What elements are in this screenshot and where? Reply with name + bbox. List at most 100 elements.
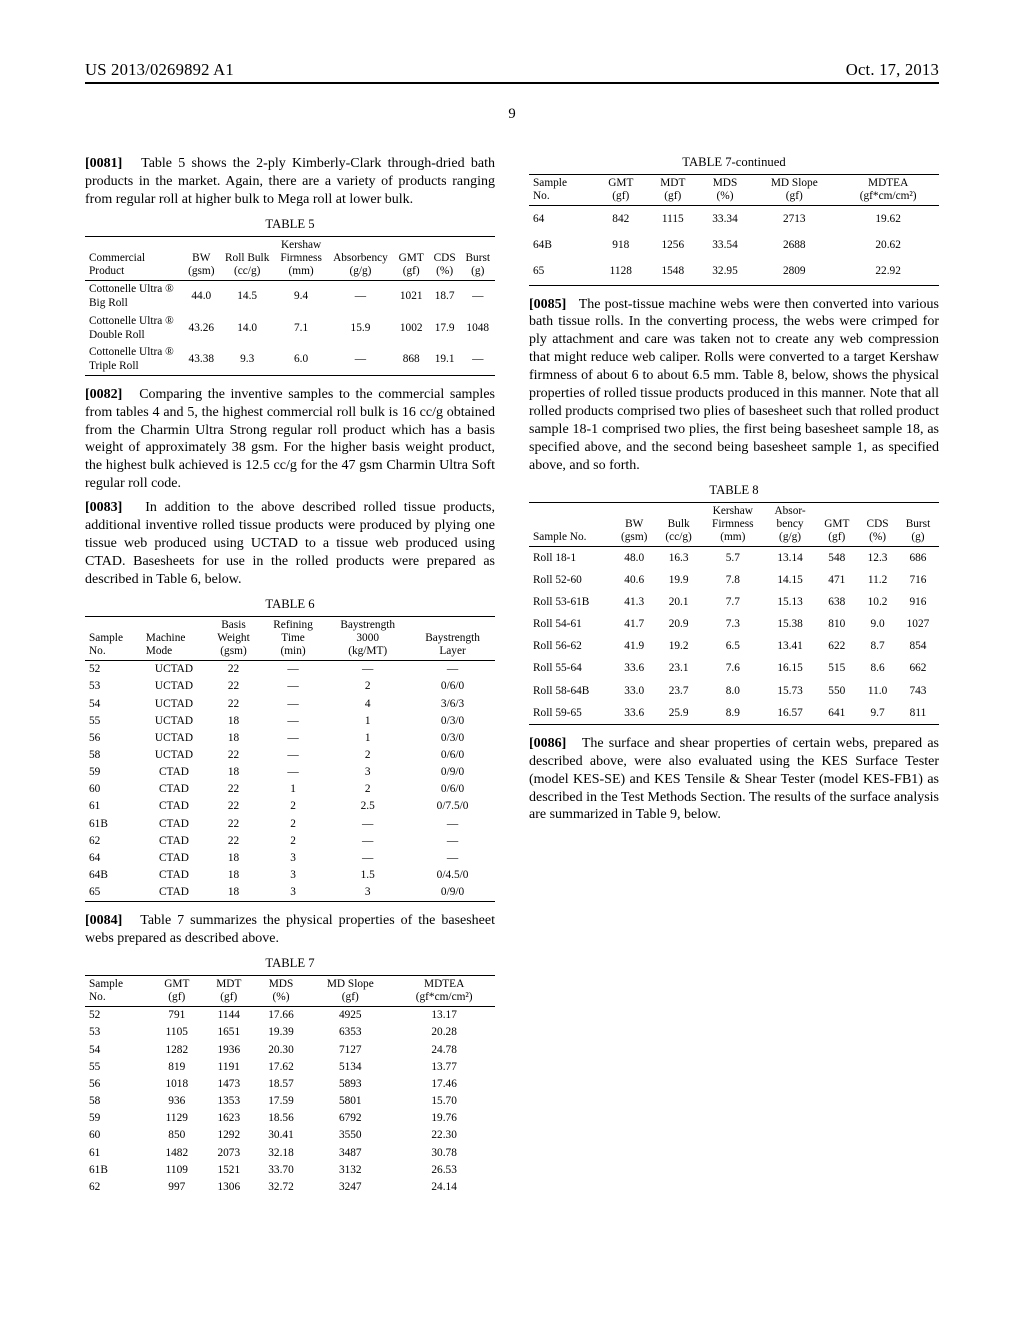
table-cell: 2 (325, 781, 410, 798)
table-row: Roll 55-6433.623.17.616.155158.6662 (529, 657, 939, 679)
table-cell: 53 (85, 1024, 151, 1041)
table-cell: 24.78 (393, 1041, 495, 1058)
table-cell: 6353 (307, 1024, 393, 1041)
table-cell: 3487 (307, 1144, 393, 1161)
table-cell: — (325, 815, 410, 832)
table-cell: CTAD (142, 884, 206, 902)
table-cell: 64B (529, 232, 595, 258)
table-cell: 7.8 (701, 569, 765, 591)
table-cell: 22 (206, 798, 261, 815)
table-cell: 1651 (203, 1024, 255, 1041)
table-cell: 14.0 (219, 312, 274, 343)
table-cell: 3 (261, 849, 325, 866)
table-cell: 842 (595, 206, 647, 233)
table-8-caption: TABLE 8 (529, 483, 939, 498)
table-row: 64CTAD183—— (85, 849, 495, 866)
table-cell: 1 (261, 781, 325, 798)
page-number: 9 (85, 106, 939, 123)
table-cell: 15.70 (393, 1093, 495, 1110)
table-cell: 22 (206, 832, 261, 849)
table-cell: 0/9/0 (410, 764, 495, 781)
table-cell: 61 (85, 798, 142, 815)
table-cell: 6792 (307, 1110, 393, 1127)
table-cell: 62 (85, 1178, 151, 1195)
para-number: [0084] (85, 913, 122, 928)
table-cell: 33.70 (255, 1161, 307, 1178)
col-header: MD Slope(gf) (307, 975, 393, 1006)
table-cell: 32.95 (699, 258, 751, 285)
col-header: Roll Bulk(cc/g) (219, 236, 274, 280)
col-header: MDS(%) (699, 175, 751, 206)
table-cell: 17.62 (255, 1058, 307, 1075)
table-cell: 9.3 (219, 343, 274, 375)
table-cell: 17.9 (429, 312, 461, 343)
table-cell: 2 (325, 747, 410, 764)
table-cell: CTAD (142, 798, 206, 815)
table-cell: 32.72 (255, 1178, 307, 1195)
table-cell: 1191 (203, 1058, 255, 1075)
table-cell: 19.2 (656, 635, 700, 657)
table-cell: — (325, 849, 410, 866)
table-cell: 13.14 (765, 546, 816, 569)
table-row: SampleNo. MachineMode BasisWeight(gsm) R… (85, 616, 495, 660)
table-cell: 11.2 (858, 569, 897, 591)
table-cell: 18.56 (255, 1110, 307, 1127)
col-header: BasisWeight(gsm) (206, 616, 261, 660)
table-8: Sample No. BW(gsm) Bulk(cc/g) KershawFir… (529, 502, 939, 725)
table-cell: — (261, 712, 325, 729)
table-cell: 18.7 (429, 280, 461, 312)
table-cell: 0/6/0 (410, 678, 495, 695)
paragraph-0083: [0083] In addition to the above describe… (85, 499, 495, 589)
table-row: 541282193620.30712724.78 (85, 1041, 495, 1058)
table-cell: 58 (85, 1093, 151, 1110)
table-cell: 33.34 (699, 206, 751, 233)
table-cell: 9.4 (275, 280, 327, 312)
table-cell: 56 (85, 729, 142, 746)
header-left: US 2013/0269892 A1 (85, 60, 234, 80)
table-cell: 9.7 (858, 702, 897, 725)
table-cell: 1936 (203, 1041, 255, 1058)
table-cell: 743 (897, 680, 939, 702)
table-cell: 854 (897, 635, 939, 657)
table-cell: 3/6/3 (410, 695, 495, 712)
table-cell: 1109 (151, 1161, 203, 1178)
table-cell: 30.78 (393, 1144, 495, 1161)
table-cell: 1.5 (325, 867, 410, 884)
table-row: 58936135317.59580115.70 (85, 1093, 495, 1110)
table-cell: 43.26 (183, 312, 219, 343)
table-cell: 0/9/0 (410, 884, 495, 902)
table-cell: 14.5 (219, 280, 274, 312)
table-cell: Roll 18-1 (529, 546, 612, 569)
table-cell: 20.28 (393, 1024, 495, 1041)
table-cell: 515 (815, 657, 858, 679)
table-cell: 33.6 (612, 657, 656, 679)
table-cell: 4925 (307, 1006, 393, 1024)
table-cell: 20.1 (656, 591, 700, 613)
table-cell: — (261, 729, 325, 746)
table-cell: UCTAD (142, 747, 206, 764)
table-cell: 2 (261, 832, 325, 849)
table-cell: 997 (151, 1178, 203, 1195)
table-cell: 9.0 (858, 613, 897, 635)
col-header: KershawFirmness(mm) (701, 502, 765, 546)
table-cell: 810 (815, 613, 858, 635)
table-7-block: TABLE 7 SampleNo. GMT(gf) MDT(gf) MDS(%)… (85, 956, 495, 1196)
table-cell: 2688 (751, 232, 837, 258)
table-cell: 1548 (647, 258, 699, 285)
table-cell: 662 (897, 657, 939, 679)
table-cell: 716 (897, 569, 939, 591)
para-number: [0085] (529, 297, 566, 312)
table-cell: 936 (151, 1093, 203, 1110)
table-cell: 0/6/0 (410, 747, 495, 764)
table-cell: 19.1 (429, 343, 461, 375)
table-cell: — (410, 815, 495, 832)
table-cell: 2 (261, 798, 325, 815)
table-cell: 1292 (203, 1127, 255, 1144)
table-cell: CTAD (142, 867, 206, 884)
table-cell: 819 (151, 1058, 203, 1075)
table-row: SampleNo. GMT(gf) MDT(gf) MDS(%) MD Slop… (529, 175, 939, 206)
col-header: GMT(gf) (595, 175, 647, 206)
table-cell: 19.62 (837, 206, 939, 233)
table-row: Roll 52-6040.619.97.814.1547111.2716 (529, 569, 939, 591)
table-cell: 55 (85, 712, 142, 729)
